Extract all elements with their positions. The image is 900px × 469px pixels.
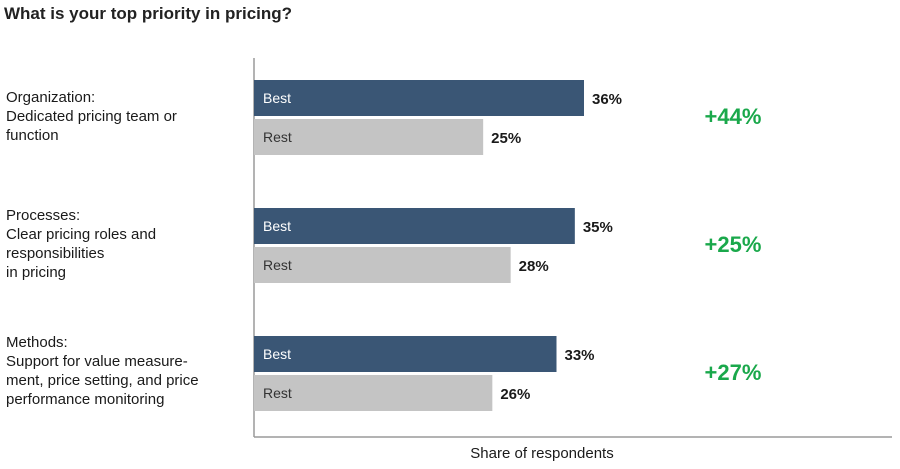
bar-value-label: 26%	[500, 386, 530, 403]
difference-annotation: +25%	[705, 232, 762, 257]
bar-value-label: 25%	[491, 130, 521, 147]
bar-series-label: Best	[263, 218, 291, 234]
category-label: Methods: Support for value measure-ment, …	[6, 333, 236, 409]
bar-series-label: Best	[263, 346, 291, 362]
bar-best-2	[254, 208, 575, 244]
x-axis-label: Share of respondents	[470, 445, 614, 462]
bar-value-label: 35%	[583, 219, 613, 236]
category-heading: Methods:	[6, 334, 68, 351]
category-description: Dedicated pricing team or	[6, 108, 177, 125]
bar-value-label: 36%	[592, 91, 622, 108]
category-label: Organization: Dedicated pricing team or fu…	[6, 88, 236, 145]
bar-series-label: Rest	[263, 385, 292, 401]
bar-series-label: Rest	[263, 129, 292, 145]
difference-annotation: +27%	[705, 360, 762, 385]
category-heading: Processes:	[6, 207, 81, 224]
category-label: Processes: Clear pricing roles and respons…	[6, 206, 236, 282]
bar-rest-1	[254, 119, 484, 155]
chart-title: What is your top priority in pricing?	[4, 4, 293, 23]
bar-series-label: Rest	[263, 257, 292, 273]
bar-rest-2	[254, 247, 511, 283]
category-description: Clear pricing roles and	[6, 226, 157, 243]
category-description: Support for value measure-	[6, 353, 188, 370]
category-description: responsibilities	[6, 245, 105, 262]
bar-best-1	[254, 80, 584, 116]
category-description: in pricing	[6, 264, 67, 281]
difference-annotation: +44%	[705, 104, 762, 129]
bar-value-label: 28%	[519, 258, 549, 275]
category-description: function	[6, 127, 59, 144]
category-description: performance monitoring	[6, 391, 165, 408]
category-description: ment, price setting, and price	[6, 372, 199, 389]
bar-series-label: Best	[263, 90, 291, 106]
bar-best-3	[254, 336, 557, 372]
category-heading: Organization:	[6, 89, 96, 106]
bar-value-label: 33%	[565, 347, 595, 364]
bar-rest-3	[254, 375, 493, 411]
